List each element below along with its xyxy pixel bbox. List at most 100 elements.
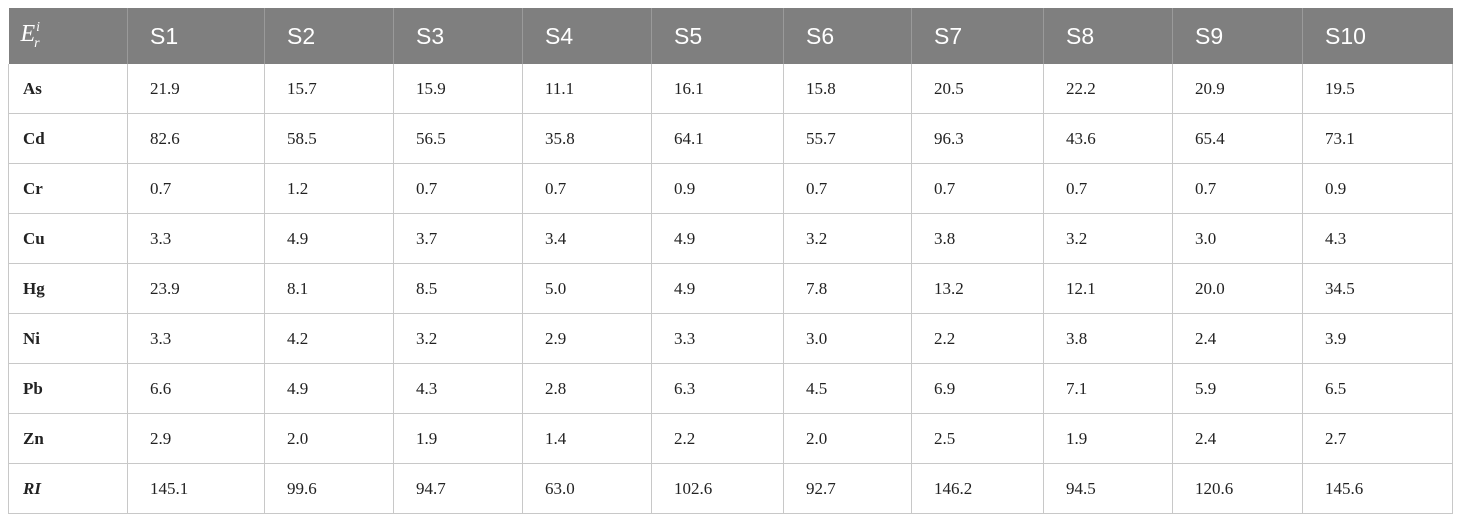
table-body: As 21.9 15.7 15.9 11.1 16.1 15.8 20.5 22.2 20.9 19… xyxy=(8,64,1453,514)
table-cell: 5.0 xyxy=(522,263,652,314)
table-cell: 3.3 xyxy=(127,313,265,364)
header-row: Eir S1 S2 S3 S4 S5 S6 S7 S8 S9 S10 xyxy=(8,8,1453,64)
corner-sub: r xyxy=(34,36,40,51)
table-cell: 35.8 xyxy=(522,113,652,164)
table-cell: 2.0 xyxy=(783,413,912,464)
table-cell: 2.0 xyxy=(264,413,394,464)
table-cell: 120.6 xyxy=(1172,463,1303,514)
table-cell: 146.2 xyxy=(911,463,1044,514)
table-cell: 0.7 xyxy=(1043,163,1173,214)
table-cell: 0.9 xyxy=(1302,163,1453,214)
table-cell: 73.1 xyxy=(1302,113,1453,164)
row-label: RI xyxy=(8,463,128,514)
table-cell: 15.8 xyxy=(783,64,912,114)
table-row: Zn 2.9 2.0 1.9 1.4 2.2 2.0 2.5 1.9 2.4 2.7 xyxy=(8,413,1453,464)
table-cell: 63.0 xyxy=(522,463,652,514)
row-label: Pb xyxy=(8,363,128,414)
table-cell: 4.2 xyxy=(264,313,394,364)
column-header: S9 xyxy=(1172,8,1303,64)
table-cell: 3.0 xyxy=(783,313,912,364)
column-header: S3 xyxy=(393,8,523,64)
table-cell: 2.8 xyxy=(522,363,652,414)
table-cell: 145.1 xyxy=(127,463,265,514)
table-cell: 16.1 xyxy=(651,64,784,114)
table-cell: 8.1 xyxy=(264,263,394,314)
table-cell: 12.1 xyxy=(1043,263,1173,314)
table-cell: 4.9 xyxy=(264,213,394,264)
table-cell: 15.9 xyxy=(393,64,523,114)
row-label: As xyxy=(8,64,128,114)
table-cell: 4.9 xyxy=(264,363,394,414)
table-cell: 0.7 xyxy=(127,163,265,214)
table-cell: 3.2 xyxy=(393,313,523,364)
table-cell: 2.9 xyxy=(127,413,265,464)
table-cell: 94.7 xyxy=(393,463,523,514)
table-cell: 4.3 xyxy=(393,363,523,414)
column-header: S1 xyxy=(127,8,265,64)
table-cell: 2.5 xyxy=(911,413,1044,464)
table-row: Cr 0.7 1.2 0.7 0.7 0.9 0.7 0.7 0.7 0.7 0.9 xyxy=(8,163,1453,214)
table-cell: 2.4 xyxy=(1172,313,1303,364)
table-cell: 6.5 xyxy=(1302,363,1453,414)
column-header: S7 xyxy=(911,8,1044,64)
row-label: Ni xyxy=(8,313,128,364)
table-cell: 145.6 xyxy=(1302,463,1453,514)
table-cell: 19.5 xyxy=(1302,64,1453,114)
table-cell: 99.6 xyxy=(264,463,394,514)
table-cell: 4.5 xyxy=(783,363,912,414)
table-cell: 23.9 xyxy=(127,263,265,314)
table-row: Cd 82.6 58.5 56.5 35.8 64.1 55.7 96.3 43.6 65.4 73… xyxy=(8,113,1453,164)
table-cell: 1.9 xyxy=(393,413,523,464)
table-cell: 20.9 xyxy=(1172,64,1303,114)
table-cell: 1.4 xyxy=(522,413,652,464)
table-cell: 3.7 xyxy=(393,213,523,264)
column-header: S8 xyxy=(1043,8,1173,64)
table-cell: 4.9 xyxy=(651,263,784,314)
table-container: Eir S1 S2 S3 S4 S5 S6 S7 S8 S9 S10 As 21.… xyxy=(8,8,1453,514)
table-cell: 3.2 xyxy=(1043,213,1173,264)
column-header: S4 xyxy=(522,8,652,64)
table-row: Cu 3.3 4.9 3.7 3.4 4.9 3.2 3.8 3.2 3.0 4.3 xyxy=(8,213,1453,264)
row-label: Cr xyxy=(8,163,128,214)
table-cell: 21.9 xyxy=(127,64,265,114)
table-cell: 58.5 xyxy=(264,113,394,164)
table-cell: 0.7 xyxy=(393,163,523,214)
table-cell: 65.4 xyxy=(1172,113,1303,164)
table-cell: 7.8 xyxy=(783,263,912,314)
table-cell: 2.9 xyxy=(522,313,652,364)
table-cell: 15.7 xyxy=(264,64,394,114)
table-row: Hg 23.9 8.1 8.5 5.0 4.9 7.8 13.2 12.1 20.0 34.5 xyxy=(8,263,1453,314)
table-cell: 102.6 xyxy=(651,463,784,514)
risk-index-table: Eir S1 S2 S3 S4 S5 S6 S7 S8 S9 S10 As 21.… xyxy=(8,8,1453,514)
table-cell: 0.9 xyxy=(651,163,784,214)
table-cell: 2.2 xyxy=(911,313,1044,364)
table-cell: 3.8 xyxy=(911,213,1044,264)
table-cell: 43.6 xyxy=(1043,113,1173,164)
table-cell: 2.4 xyxy=(1172,413,1303,464)
corner-base: E xyxy=(20,21,36,47)
table-cell: 34.5 xyxy=(1302,263,1453,314)
corner-sup: i xyxy=(36,20,41,35)
row-label: Cd xyxy=(8,113,128,164)
table-cell: 4.3 xyxy=(1302,213,1453,264)
table-cell: 2.7 xyxy=(1302,413,1453,464)
table-cell: 56.5 xyxy=(393,113,523,164)
corner-header: Eir xyxy=(8,8,128,64)
table-cell: 6.9 xyxy=(911,363,1044,414)
table-cell: 94.5 xyxy=(1043,463,1173,514)
table-cell: 3.0 xyxy=(1172,213,1303,264)
table-cell: 1.9 xyxy=(1043,413,1173,464)
column-header: S10 xyxy=(1302,8,1453,64)
table-cell: 8.5 xyxy=(393,263,523,314)
table-cell: 3.9 xyxy=(1302,313,1453,364)
table-cell: 82.6 xyxy=(127,113,265,164)
table-cell: 64.1 xyxy=(651,113,784,164)
table-cell: 0.7 xyxy=(522,163,652,214)
table-cell: 22.2 xyxy=(1043,64,1173,114)
table-cell: 13.2 xyxy=(911,263,1044,314)
table-row: Pb 6.6 4.9 4.3 2.8 6.3 4.5 6.9 7.1 5.9 6.5 xyxy=(8,363,1453,414)
column-header: S2 xyxy=(264,8,394,64)
table-cell: 20.5 xyxy=(911,64,1044,114)
table-cell: 0.7 xyxy=(1172,163,1303,214)
table-cell: 3.8 xyxy=(1043,313,1173,364)
